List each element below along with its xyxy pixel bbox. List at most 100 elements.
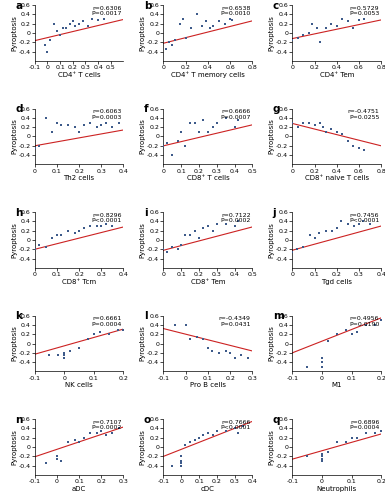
Point [162,46,169,54]
Point [196,434,202,442]
Point [187,335,193,343]
Point [89,15,95,23]
Y-axis label: Pyroptosis: Pyroptosis [140,222,146,258]
Point [210,123,216,131]
Point [304,363,310,371]
Point [235,218,241,226]
Point [223,114,229,122]
Point [182,34,189,42]
Point [295,123,301,131]
Text: r=0.6661
P=0.0004: r=0.6661 P=0.0004 [91,316,122,327]
Point [360,218,367,226]
Text: d: d [15,104,23,114]
Point [306,29,312,37]
Point [316,229,322,237]
Point [235,116,241,124]
Text: r=0.7107
P=0.0002: r=0.7107 P=0.0002 [91,420,122,430]
Point [61,349,67,357]
X-axis label: Th2 cells: Th2 cells [64,175,95,181]
Text: r=0.6538
P=0.0010: r=0.6538 P=0.0010 [220,6,251,16]
X-axis label: CD4⁺ T cells: CD4⁺ T cells [58,72,100,78]
Point [36,240,42,248]
Point [356,144,362,152]
Point [300,32,306,40]
Point [205,128,211,136]
Point [43,460,49,468]
Point [306,118,312,126]
Point [72,436,78,444]
Point [227,349,233,357]
Point [169,243,176,251]
Point [323,128,329,136]
Point [109,123,116,131]
Point [178,452,184,460]
Point [178,240,184,248]
Text: r=0.7122
P=0.0002: r=0.7122 P=0.0002 [220,212,251,224]
Text: g: g [273,104,280,114]
Point [231,123,238,131]
Point [343,438,349,446]
Point [205,429,211,437]
Text: m: m [273,311,284,321]
Point [214,426,220,434]
Point [194,332,200,340]
Point [214,220,220,228]
Point [362,15,368,23]
Point [60,24,66,32]
Point [223,346,229,354]
Text: r=0.7666
P<0.0001: r=0.7666 P<0.0001 [220,420,251,430]
Point [47,36,53,44]
Point [307,232,313,239]
Text: r=0.6063
P=0.0003: r=0.6063 P=0.0003 [91,109,122,120]
Point [72,123,78,131]
Point [36,142,42,150]
Point [196,234,202,241]
Point [338,218,344,226]
Point [343,326,349,334]
Point [54,232,60,239]
Point [363,321,370,329]
Point [46,351,52,359]
Y-axis label: Pyroptosis: Pyroptosis [11,222,17,258]
Point [199,22,206,30]
Point [80,224,87,232]
Point [245,354,251,362]
Point [289,36,295,44]
Point [334,128,340,136]
Point [57,32,63,40]
Point [227,15,233,23]
Point [72,229,78,237]
Y-axis label: Pyroptosis: Pyroptosis [11,15,17,51]
Point [55,351,62,359]
Point [311,121,318,129]
Point [175,246,181,254]
Y-axis label: Pyroptosis: Pyroptosis [140,326,146,362]
Point [300,243,306,251]
Point [354,328,360,336]
Point [205,222,211,230]
Y-axis label: Pyroptosis: Pyroptosis [269,118,275,154]
X-axis label: Neutrophils: Neutrophils [316,486,357,492]
Point [80,18,86,25]
Point [116,424,122,432]
X-axis label: M1: M1 [331,382,342,388]
Point [328,20,334,28]
Point [240,422,246,430]
Text: r=-0.4349
P=0.0431: r=-0.4349 P=0.0431 [219,316,251,327]
Point [54,26,60,34]
Text: r=0.4956
P=0.0190: r=0.4956 P=0.0190 [349,316,379,327]
Point [317,38,323,46]
Point [94,222,100,230]
Point [105,330,112,338]
Point [348,434,355,442]
Point [210,432,216,440]
Point [98,121,104,129]
X-axis label: Tgd cells: Tgd cells [321,278,352,284]
Point [43,243,49,251]
Y-axis label: Pyroptosis: Pyroptosis [140,15,146,51]
X-axis label: CD4⁺ Tem: CD4⁺ Tem [320,72,354,78]
Point [354,434,360,442]
Point [98,426,104,434]
Text: r=-0.4751
P=0.0255: r=-0.4751 P=0.0255 [348,109,379,120]
Y-axis label: Pyroptosis: Pyroptosis [269,15,275,51]
